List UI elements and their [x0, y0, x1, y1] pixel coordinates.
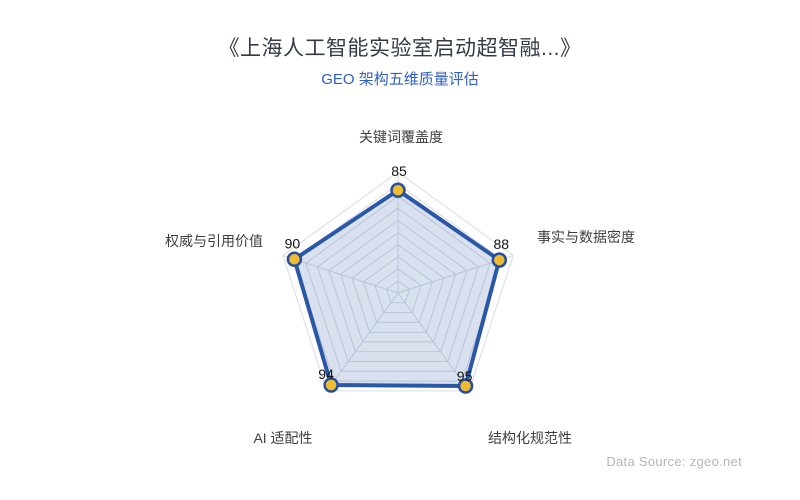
radar-grid-ring [328, 219, 468, 353]
radar-area [294, 190, 500, 386]
radar-value-label: 90 [285, 235, 301, 251]
chart-subtitle: GEO 架构五维质量评估 [321, 71, 479, 88]
radar-axis-spoke [326, 292, 399, 392]
radar-grid-ring [374, 268, 422, 314]
radar-value-label: 94 [318, 366, 334, 382]
radar-data-point[interactable] [390, 182, 406, 198]
radar-grid-ring [305, 195, 491, 372]
radar-grid-ring [316, 207, 480, 362]
radar-axis-label: 关键词覆盖度 [359, 129, 443, 145]
radar-axis-label: 事实与数据密度 [537, 229, 635, 245]
radar-outline [292, 188, 502, 388]
radar-axis-spoke [282, 255, 399, 294]
radar-axis-spoke [397, 292, 470, 392]
radar-value-label: 88 [494, 236, 510, 252]
radar-axis-label: 权威与引用价值 [165, 233, 263, 249]
radar-value-label: 95 [457, 368, 473, 384]
radar-grid-ring [351, 243, 445, 333]
radar-data-point[interactable] [491, 252, 508, 268]
radar-data-point[interactable] [457, 378, 474, 394]
page-title: 《上海人工智能实验室启动超智融...》 [218, 37, 582, 60]
radar-data-point[interactable] [323, 377, 339, 393]
radar-value-label: 85 [391, 163, 407, 179]
radar-axis-label: 结构化规范性 [488, 430, 572, 446]
data-source-label: Data Source: zgeo.net [606, 454, 742, 469]
radar-grid-ring [339, 231, 457, 343]
radar-axis-label: AI 适配性 [253, 430, 312, 446]
radar-grid-ring [362, 256, 434, 323]
radar-data-point[interactable] [286, 251, 303, 268]
radar-grid-ring [282, 171, 514, 392]
radar-grid-ring [385, 280, 411, 304]
